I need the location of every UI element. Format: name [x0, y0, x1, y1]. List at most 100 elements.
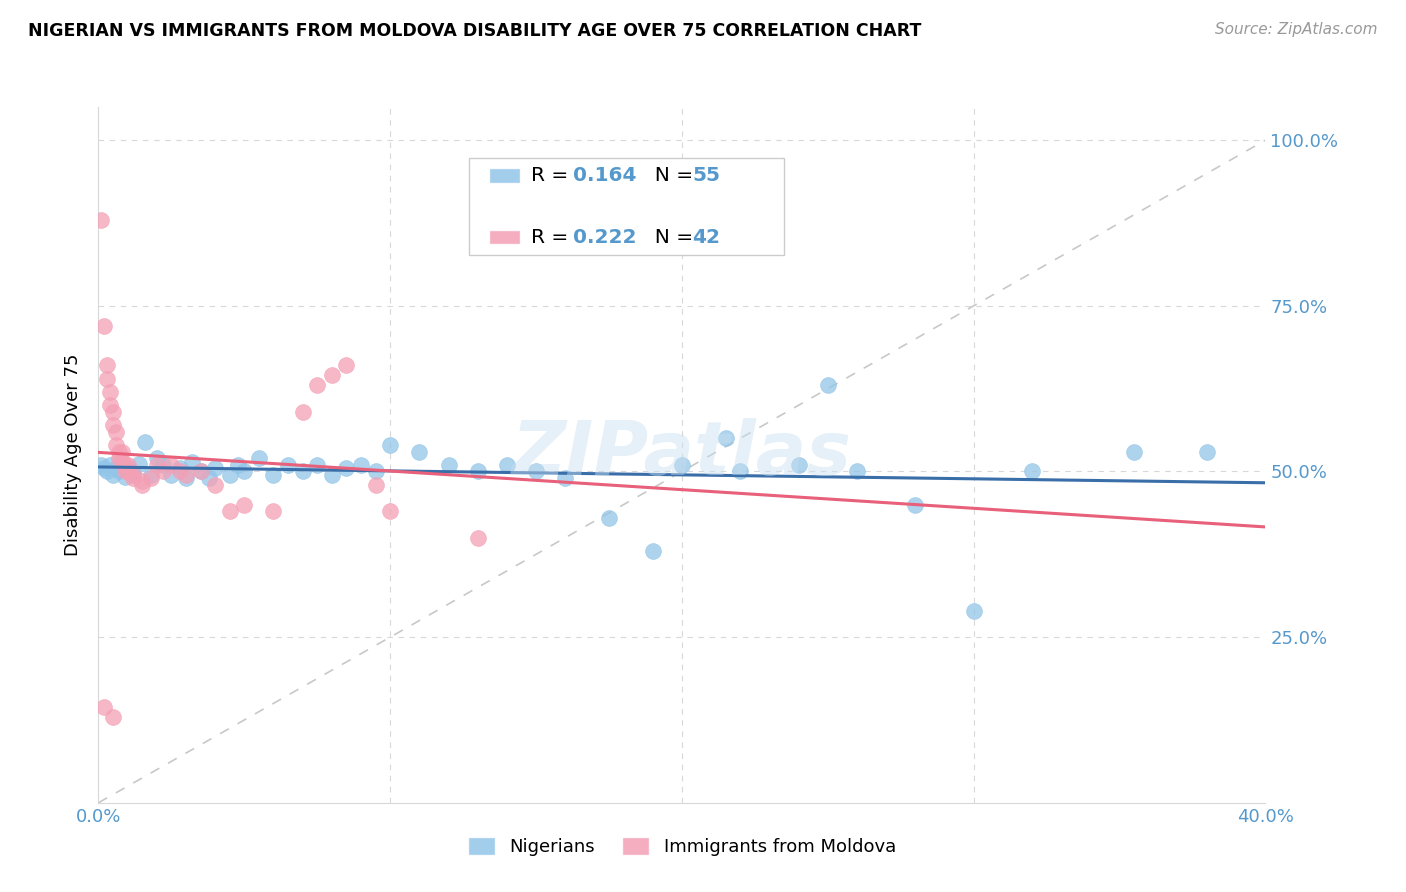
Point	[204, 477, 226, 491]
Text: NIGERIAN VS IMMIGRANTS FROM MOLDOVA DISABILITY AGE OVER 75 CORRELATION CHART: NIGERIAN VS IMMIGRANTS FROM MOLDOVA DISA…	[28, 22, 921, 40]
Point	[160, 467, 183, 482]
Point	[307, 378, 329, 392]
Point	[160, 458, 183, 472]
Point	[233, 498, 256, 512]
Point	[380, 504, 402, 518]
Point	[380, 438, 402, 452]
Point	[101, 418, 124, 433]
Point	[408, 444, 430, 458]
Point	[108, 451, 131, 466]
Point	[111, 459, 134, 474]
Point	[714, 431, 737, 445]
Text: R =: R =	[531, 166, 575, 185]
Point	[122, 471, 145, 485]
Point	[1021, 465, 1043, 479]
Point	[96, 359, 118, 373]
Point	[277, 458, 299, 472]
Point	[98, 384, 121, 399]
Point	[364, 477, 387, 491]
Point	[904, 498, 927, 512]
Point	[467, 465, 489, 479]
Point	[598, 511, 620, 525]
Point	[307, 458, 329, 472]
Point	[321, 368, 343, 383]
Text: N =: N =	[643, 166, 699, 185]
Point	[101, 467, 124, 482]
Point	[204, 461, 226, 475]
Point	[90, 458, 112, 472]
Point	[90, 212, 112, 227]
Point	[104, 438, 127, 452]
Point	[233, 465, 256, 479]
Point	[1195, 444, 1218, 458]
Point	[104, 461, 127, 475]
Text: 0.164: 0.164	[574, 166, 637, 185]
Point	[108, 465, 131, 479]
Point	[98, 398, 121, 412]
Point	[247, 451, 270, 466]
Point	[218, 467, 240, 482]
Point	[122, 467, 145, 482]
Point	[104, 425, 127, 439]
Point	[1123, 444, 1146, 458]
Point	[846, 465, 869, 479]
Point	[117, 465, 139, 479]
Point	[218, 504, 240, 518]
Point	[96, 372, 118, 386]
Point	[139, 471, 162, 485]
Point	[437, 458, 460, 472]
Y-axis label: Disability Age Over 75: Disability Age Over 75	[65, 353, 83, 557]
Text: 42: 42	[693, 227, 721, 246]
Text: 55: 55	[693, 166, 721, 185]
Point	[174, 471, 197, 485]
Point	[730, 465, 752, 479]
Point	[131, 477, 153, 491]
Point	[335, 461, 357, 475]
Point	[111, 444, 134, 458]
Point	[787, 458, 810, 472]
Point	[554, 471, 576, 485]
Point	[228, 458, 250, 472]
Point	[139, 467, 162, 482]
Point	[169, 465, 191, 479]
Point	[291, 405, 314, 419]
Point	[114, 470, 136, 484]
Point	[111, 454, 134, 468]
Point	[146, 451, 169, 466]
Point	[101, 405, 124, 419]
Point	[93, 461, 115, 475]
Point	[190, 465, 212, 479]
Point	[128, 457, 150, 471]
Point	[671, 458, 693, 472]
Point	[350, 458, 373, 472]
Text: R =: R =	[531, 227, 575, 246]
Point	[262, 467, 284, 482]
Point	[152, 465, 174, 479]
Point	[198, 471, 221, 485]
Text: Source: ZipAtlas.com: Source: ZipAtlas.com	[1215, 22, 1378, 37]
Point	[146, 458, 169, 472]
Point	[262, 504, 284, 518]
Text: 0.222: 0.222	[574, 227, 637, 246]
Point	[114, 465, 136, 479]
Point	[169, 461, 191, 475]
Point	[114, 458, 136, 472]
Point	[134, 434, 156, 449]
Point	[467, 531, 489, 545]
Point	[108, 444, 131, 458]
Point	[962, 604, 984, 618]
Text: ZIPatlas: ZIPatlas	[512, 418, 852, 491]
Point	[93, 699, 115, 714]
Point	[190, 465, 212, 479]
Point	[117, 461, 139, 475]
Point	[93, 318, 115, 333]
Point	[180, 454, 202, 468]
Point	[98, 458, 121, 472]
Point	[152, 458, 174, 472]
Point	[117, 458, 139, 472]
Point	[524, 465, 547, 479]
Point	[96, 465, 118, 479]
Text: N =: N =	[643, 227, 699, 246]
Legend: Nigerians, Immigrants from Moldova: Nigerians, Immigrants from Moldova	[461, 830, 903, 863]
Point	[364, 465, 387, 479]
